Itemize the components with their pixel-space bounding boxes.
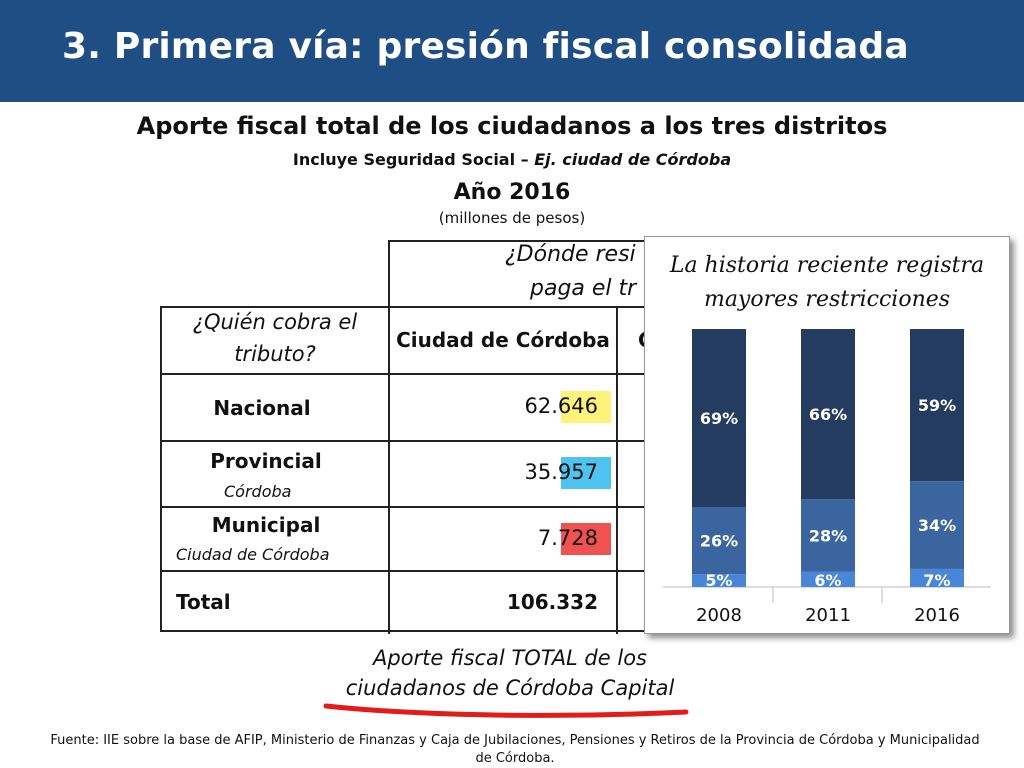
total-label: Total — [176, 590, 231, 614]
value-provincial-b: 957 — [557, 460, 598, 484]
slide-title: 3. Primera vía: presión fiscal consolida… — [62, 26, 909, 67]
data-label-2008-1: 26% — [700, 532, 738, 551]
bar-segment-2011-1 — [801, 499, 855, 572]
value-nacional: 62.646 — [390, 394, 599, 418]
bar-segment-2008-0 — [692, 574, 746, 587]
row-sublabel-provincial: Córdoba — [224, 482, 292, 501]
data-label-2016-2: 59% — [918, 396, 956, 415]
footer-line1: Fuente: IIE sobre la base de AFIP, Minis… — [50, 733, 980, 748]
row-label-provincial: Provincial — [210, 449, 322, 473]
inset-panel: La historia reciente registra mayores re… — [644, 236, 1010, 634]
row-sublabel-municipal: Ciudad de Córdoba — [176, 545, 330, 564]
table-line — [160, 373, 648, 375]
total-value: 106.332 — [506, 590, 598, 614]
where-header-line1: ¿Dónde resi — [505, 242, 636, 267]
table-line — [160, 570, 648, 572]
table-line — [160, 306, 648, 308]
value-nacional-a: 62. — [524, 394, 558, 418]
x-tick-label-2008: 2008 — [696, 605, 742, 626]
data-label-2008-0: 5% — [705, 571, 732, 590]
data-label-2016-0: 7% — [923, 571, 950, 590]
note-line1: Aporte fiscal TOTAL de los — [373, 646, 647, 670]
chart-subtitle: Aporte fiscal total de los ciudadanos a … — [136, 112, 888, 140]
data-label-2011-0: 6% — [814, 571, 841, 590]
note-line2: ciudadanos de Córdoba Capital — [345, 676, 675, 700]
year-label: Año 2016 — [453, 180, 571, 205]
row-label-municipal: Municipal — [211, 513, 321, 537]
bar-segment-2011-2 — [801, 329, 855, 500]
who-header-line2: tributo? — [234, 342, 316, 366]
table-line — [160, 440, 648, 442]
who-header-line1: ¿Quién cobra el — [192, 310, 358, 334]
stacked-bar-chart: 5% 26% 69% 2008 6% 28% 66% 2011 7% 34% 59% 2016 — [663, 329, 991, 626]
where-header-line2: paga el tr — [530, 276, 637, 301]
title-bar: 3. Primera vía: presión fiscal consolida… — [0, 0, 1024, 102]
data-label-2008-2: 69% — [700, 409, 738, 428]
value-municipal-a: 7. — [537, 526, 558, 550]
bar-segment-2016-0 — [910, 568, 964, 587]
data-label-2016-1: 34% — [918, 516, 956, 535]
column-header-cordoba: Ciudad de Córdoba — [396, 328, 610, 352]
table-line — [160, 630, 648, 632]
inset-title: La historia reciente registra mayores re… — [645, 249, 1009, 317]
x-tick-label-2011: 2011 — [805, 605, 851, 626]
value-provincial-a: 35. — [524, 460, 558, 484]
footer-source: Fuente: IIE sobre la base de AFIP, Minis… — [20, 732, 1010, 768]
table-line — [160, 506, 648, 508]
table-line — [160, 306, 162, 632]
bar-segment-2008-1 — [692, 507, 746, 575]
data-label-2011-1: 28% — [809, 526, 847, 545]
x-tick-label-2016: 2016 — [914, 605, 960, 626]
table-line — [388, 240, 648, 242]
value-provincial: 35.957 — [390, 460, 599, 484]
unit-label: (millones de pesos) — [438, 209, 586, 227]
bar-segment-2016-1 — [910, 481, 964, 569]
bar-segment-2016-2 — [910, 329, 964, 482]
highlight-provincial — [561, 457, 611, 489]
subtitle2-plain: Incluye Seguridad Social – — [292, 150, 535, 169]
bar-segment-2008-2 — [692, 329, 746, 508]
row-label-nacional: Nacional — [213, 396, 311, 420]
bar-segment-2011-0 — [801, 571, 855, 587]
table-line — [616, 306, 618, 634]
inset-title-line2: mayores restricciones — [703, 287, 951, 312]
inset-title-line1: La historia reciente registra — [669, 253, 985, 278]
table-line — [388, 240, 390, 634]
chart-subtitle-2: Incluye Seguridad Social – Ej. ciudad de… — [0, 150, 1024, 169]
data-label-2011-2: 66% — [809, 405, 847, 424]
highlight-nacional — [561, 391, 611, 423]
footer-line2: de Córdoba. — [475, 751, 555, 766]
highlight-municipal — [561, 523, 611, 555]
subtitle2-italic: Ej. ciudad de Córdoba — [534, 150, 732, 169]
value-municipal-b: 728 — [557, 526, 598, 550]
value-nacional-b: 646 — [557, 394, 598, 418]
value-municipal: 7.728 — [390, 526, 598, 550]
